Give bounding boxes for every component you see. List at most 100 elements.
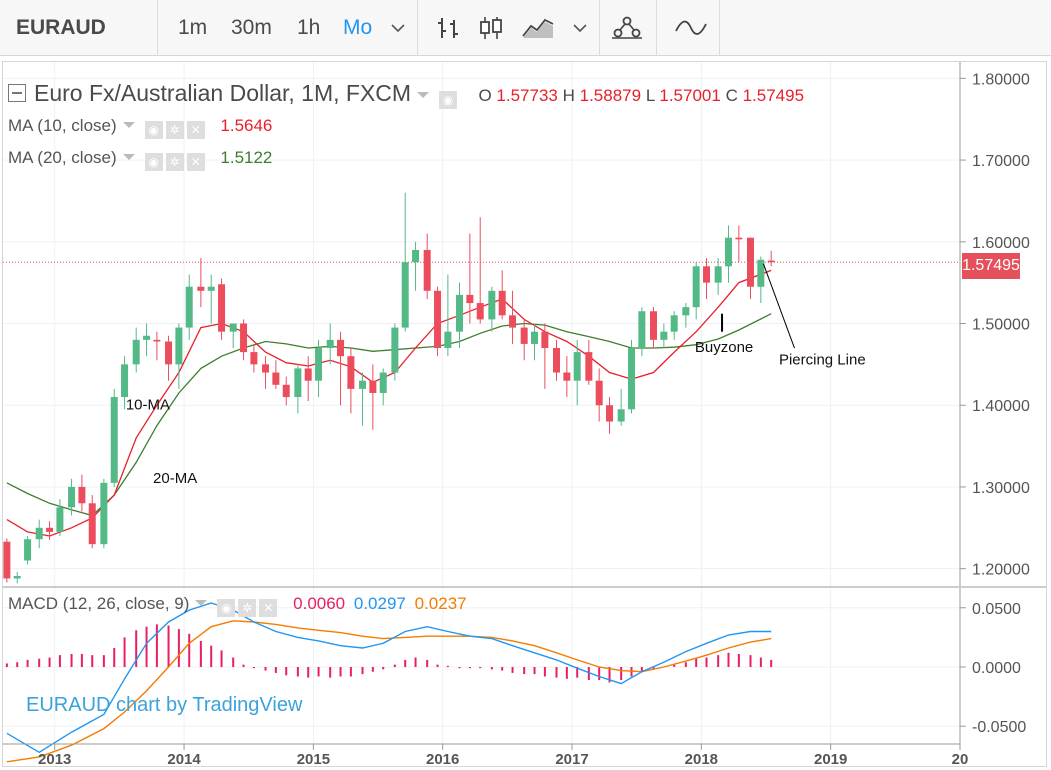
indicators-icon[interactable]	[609, 14, 645, 42]
candle-body	[735, 237, 743, 240]
candle-body	[509, 315, 517, 328]
eye-icon[interactable]: ◉	[439, 91, 458, 109]
symbol-search[interactable]: EURAUD	[16, 16, 106, 39]
candle-body	[531, 331, 539, 344]
macd-signal-line	[6, 620, 772, 763]
price-tick-label: 1.40000	[972, 398, 1030, 415]
open-value: 1.57733	[496, 86, 558, 105]
candle-body	[3, 541, 11, 579]
macd-line-value: 0.0297	[353, 594, 406, 613]
candle-body	[100, 482, 108, 545]
gear-icon[interactable]: ✲	[165, 153, 184, 171]
candle-body	[456, 294, 464, 332]
collapse-icon[interactable]	[8, 84, 26, 102]
candle-body	[401, 262, 409, 328]
close-icon[interactable]: ✕	[186, 121, 205, 139]
candle-body	[434, 290, 442, 349]
candle-body	[250, 352, 258, 365]
eye-icon[interactable]: ◉	[217, 599, 236, 617]
price-tick-label: 1.50000	[972, 317, 1030, 334]
area-chart-icon[interactable]	[520, 14, 556, 42]
chevron-down-icon[interactable]	[195, 600, 208, 606]
time-tick-label: 2017	[555, 751, 588, 768]
candle-body	[24, 539, 32, 561]
candle-body	[660, 331, 668, 340]
main-legend: Euro Fx/Australian Dollar, 1M, FXCM ◉ O 1…	[8, 80, 804, 109]
gear-icon[interactable]: ✲	[238, 599, 257, 617]
gear-icon[interactable]: ✲	[165, 121, 184, 139]
candle-body	[272, 372, 280, 385]
candle-body	[337, 339, 345, 357]
candle-body	[165, 341, 173, 365]
macd-layer	[5, 602, 773, 763]
ma10-layer	[6, 269, 772, 537]
candle-body	[46, 527, 54, 532]
close-icon[interactable]: ✕	[259, 599, 278, 617]
candle-body	[746, 237, 754, 287]
ma10-legend: MA (10, close) ◉ ✲ ✕ 1.5646	[8, 116, 272, 139]
candle-body	[315, 348, 323, 381]
candle-body	[757, 259, 765, 287]
candle-body	[617, 409, 625, 422]
candle-body	[650, 311, 658, 340]
macd-tick-label: 0.0500	[972, 601, 1021, 618]
candle-body	[682, 307, 690, 316]
piercing-line-annotation: Piercing Line	[779, 351, 866, 368]
close-icon[interactable]: ✕	[186, 153, 205, 171]
chevron-down-icon[interactable]	[387, 14, 409, 42]
interval-1h-button[interactable]: 1h	[297, 16, 321, 39]
candle-body	[670, 315, 678, 332]
candle-body	[185, 286, 193, 328]
candle-body	[391, 327, 399, 373]
candlestick-icon[interactable]	[476, 14, 506, 42]
time-tick-label: 2013	[38, 751, 71, 768]
eye-icon[interactable]: ◉	[144, 153, 163, 171]
candle-body	[714, 266, 722, 283]
toolbar-divider	[599, 0, 600, 56]
candle-body	[444, 331, 452, 349]
interval-month-button[interactable]: Mo	[343, 16, 373, 39]
ma20-value: 1.5122	[220, 148, 273, 167]
price-tick-label: 1.30000	[972, 480, 1030, 497]
macd-signal-value: 0.0237	[414, 594, 467, 613]
candle-body	[563, 372, 571, 381]
buyzone-annotation: Buyzone	[695, 339, 753, 356]
time-tick-label: 2014	[167, 751, 201, 768]
candle-body	[218, 284, 226, 332]
candle-body	[207, 286, 215, 291]
candle-body	[541, 331, 549, 349]
candle-body	[78, 486, 86, 504]
candle-body	[143, 335, 151, 340]
interval-1m-button[interactable]: 1m	[178, 16, 208, 39]
macd-tick-label: 0.0000	[972, 660, 1021, 677]
candle-body	[412, 249, 420, 263]
time-tick-label: 2016	[426, 751, 459, 768]
candle-body	[703, 266, 711, 283]
chevron-down-icon[interactable]	[122, 154, 135, 160]
macd-tick-label: -0.0500	[972, 719, 1026, 736]
candle-body	[553, 348, 561, 373]
ma20-line	[6, 313, 772, 517]
chevron-down-icon[interactable]	[122, 122, 135, 128]
bar-chart-icon[interactable]	[434, 14, 464, 42]
chevron-down-icon[interactable]	[569, 14, 591, 42]
toolbar-divider	[719, 0, 720, 56]
compare-icon[interactable]	[673, 14, 709, 42]
time-tick-label: 2018	[685, 751, 718, 768]
price-tick-label: 1.70000	[972, 153, 1030, 170]
candle-body	[347, 356, 355, 389]
macd-legend: MACD (12, 26, close, 9) ◉ ✲ ✕ 0.0060 0.0297…	[8, 594, 467, 617]
watermark: EURAUD chart by TradingView	[26, 694, 303, 716]
ma10-value: 1.5646	[220, 116, 273, 135]
chart-frame	[2, 61, 1047, 767]
macd-line	[6, 602, 772, 754]
candle-body	[229, 323, 237, 332]
ma20-annotation: 20-MA	[153, 470, 197, 487]
interval-30m-button[interactable]: 30m	[231, 16, 272, 39]
candle-body	[692, 266, 700, 308]
eye-icon[interactable]: ◉	[144, 121, 163, 139]
candle-body	[466, 294, 474, 304]
chevron-down-icon[interactable]	[417, 92, 430, 98]
candle-body	[240, 323, 248, 353]
